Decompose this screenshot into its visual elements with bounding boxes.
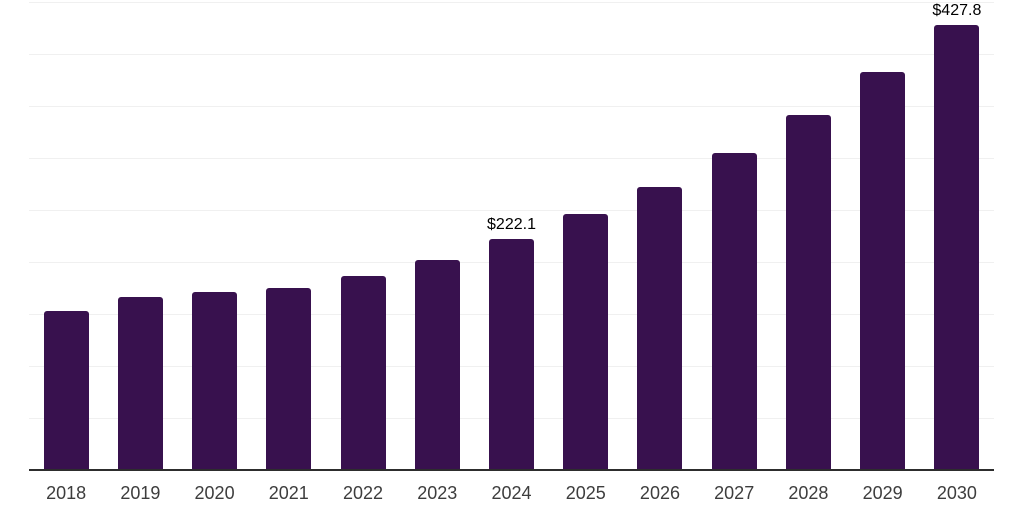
bar-2019	[117, 297, 163, 470]
bar-2026	[637, 186, 683, 470]
x-axis-label-2020: 2020	[194, 483, 235, 503]
bar-2027	[711, 153, 757, 470]
bar-2023	[414, 259, 460, 470]
gridline-450	[29, 2, 994, 3]
x-axis-label-2027: 2027	[714, 483, 755, 503]
bar-2030	[934, 25, 980, 470]
x-axis-label-2023: 2023	[417, 483, 458, 503]
x-axis-label-2022: 2022	[343, 483, 384, 503]
x-axis-label-2021: 2021	[268, 483, 309, 503]
x-axis-label-2018: 2018	[46, 483, 87, 503]
bar-2025	[563, 214, 609, 470]
x-axis-label-2026: 2026	[639, 483, 680, 503]
data-label-2024: $222.1	[487, 216, 536, 234]
data-label-2030: $427.8	[932, 2, 982, 20]
gridline-300	[29, 158, 994, 159]
x-axis-label-2025: 2025	[565, 483, 606, 503]
bar-2022	[340, 276, 386, 470]
gridline-350	[29, 106, 994, 107]
bar-2024	[489, 239, 534, 470]
x-axis-label-2028: 2028	[788, 483, 829, 503]
x-axis-label-2030: 2030	[936, 483, 977, 503]
gridline-400	[29, 54, 994, 55]
bar-2021	[266, 288, 312, 470]
bar-2029	[860, 72, 906, 470]
bar-2020	[192, 292, 238, 470]
bar-2028	[785, 115, 831, 470]
x-axis-label-2024: 2024	[491, 483, 532, 503]
x-axis-label-2029: 2029	[862, 483, 903, 503]
x-axis-line	[29, 469, 994, 471]
bar-2018	[43, 311, 89, 470]
gridline-250	[29, 210, 994, 211]
x-axis-label-2019: 2019	[120, 483, 161, 503]
